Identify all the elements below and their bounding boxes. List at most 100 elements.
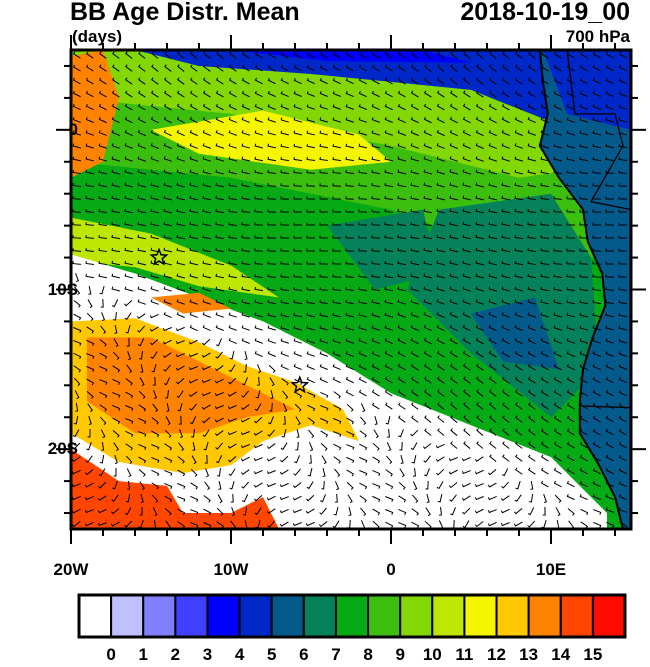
wind-barb — [333, 391, 341, 399]
wind-barb — [189, 273, 199, 279]
wind-barb — [566, 402, 575, 410]
wind-barb — [319, 261, 329, 265]
wind-barb — [306, 325, 316, 331]
wind-barb — [540, 299, 550, 305]
wind-barb — [514, 208, 524, 214]
colorbar-label: 1 — [138, 645, 148, 664]
wind-barb — [463, 402, 471, 410]
wind-barb — [618, 312, 628, 318]
wind-barb — [488, 286, 497, 292]
wind-barb — [500, 522, 510, 527]
wind-barb — [280, 455, 289, 463]
wind-barb — [385, 521, 394, 529]
wind-barb — [190, 509, 199, 515]
wind-barb — [71, 495, 81, 501]
wind-barb — [358, 169, 368, 175]
wind-barb — [111, 182, 121, 188]
wind-barb — [449, 324, 458, 332]
wind-barb — [423, 103, 432, 111]
wind-barb — [99, 51, 107, 59]
wind-barb — [502, 51, 510, 59]
wind-barb — [137, 273, 146, 279]
wind-barb — [202, 416, 211, 424]
wind-barb — [397, 130, 406, 136]
wind-barb — [553, 156, 563, 162]
wind-barb — [371, 64, 380, 72]
wind-barb — [333, 404, 342, 412]
wind-barb — [137, 116, 146, 124]
wind-barb — [410, 299, 419, 305]
wind-barb — [553, 480, 562, 488]
wind-barb — [241, 235, 251, 239]
wind-barb — [124, 221, 134, 227]
field-level-11 — [71, 217, 279, 298]
wind-barb — [306, 248, 316, 252]
wind-barb — [566, 143, 576, 149]
wind-barb — [489, 77, 497, 85]
wind-barb — [72, 183, 82, 188]
wind-barb — [515, 389, 523, 397]
wind-barb — [229, 350, 235, 360]
wind-barb — [579, 274, 589, 278]
wind-barb — [73, 352, 82, 360]
wind-barb — [476, 376, 484, 384]
wind-barb — [501, 195, 511, 201]
wind-barb — [488, 221, 498, 227]
wind-barb — [85, 209, 95, 213]
wind-barb — [373, 429, 379, 439]
wind-barb — [462, 116, 471, 124]
wind-barb — [306, 261, 316, 265]
wind-barb — [125, 493, 131, 503]
wind-barb — [371, 117, 380, 123]
wind-barb — [579, 364, 588, 371]
wind-barb — [228, 209, 238, 213]
colorbar-label: 5 — [266, 645, 277, 664]
wind-barb — [294, 403, 302, 412]
wind-barb — [306, 209, 316, 213]
wind-barb — [358, 325, 367, 331]
wind-barb — [501, 130, 510, 137]
wind-barb — [214, 405, 224, 410]
wind-barb — [566, 467, 575, 475]
wind-barb — [346, 444, 355, 450]
wind-barb — [475, 324, 484, 332]
wind-barb — [501, 468, 509, 477]
wind-barb — [345, 376, 354, 384]
wind-barb — [476, 441, 484, 449]
wind-barb — [71, 483, 81, 488]
wind-barb — [475, 169, 484, 175]
wind-barb — [306, 222, 316, 226]
wind-barb — [281, 378, 289, 386]
wind-barb — [99, 366, 108, 372]
wind-barb — [139, 350, 143, 360]
wind-barb — [514, 156, 523, 162]
wind-barb — [463, 376, 471, 384]
wind-barb — [319, 364, 328, 370]
wind-barb — [502, 389, 510, 397]
wind-barb — [437, 402, 445, 410]
wind-barb — [202, 299, 211, 305]
wind-barb — [358, 183, 368, 187]
wind-barb — [358, 222, 368, 226]
colorbar-label: 10 — [422, 645, 442, 664]
wind-barb — [111, 103, 120, 111]
colorbar-swatch — [334, 594, 370, 638]
wind-barb — [306, 274, 316, 278]
wind-barb — [164, 443, 173, 451]
wind-barb — [489, 389, 497, 397]
wind-barb — [214, 365, 224, 372]
wind-barb — [332, 209, 342, 213]
wind-barb — [540, 196, 550, 200]
wind-barb — [280, 248, 290, 252]
colorbar-swatch — [367, 594, 402, 638]
wind-barb — [618, 389, 627, 397]
wind-barb — [229, 481, 235, 490]
wind-barb — [346, 403, 354, 412]
wind-barb — [306, 338, 315, 344]
colorbar-label: 8 — [363, 645, 373, 664]
wind-barb — [410, 116, 419, 124]
wind-barb — [579, 312, 589, 318]
wind-barb — [553, 90, 562, 98]
wind-barb — [202, 234, 212, 240]
wind-barb — [540, 222, 550, 226]
